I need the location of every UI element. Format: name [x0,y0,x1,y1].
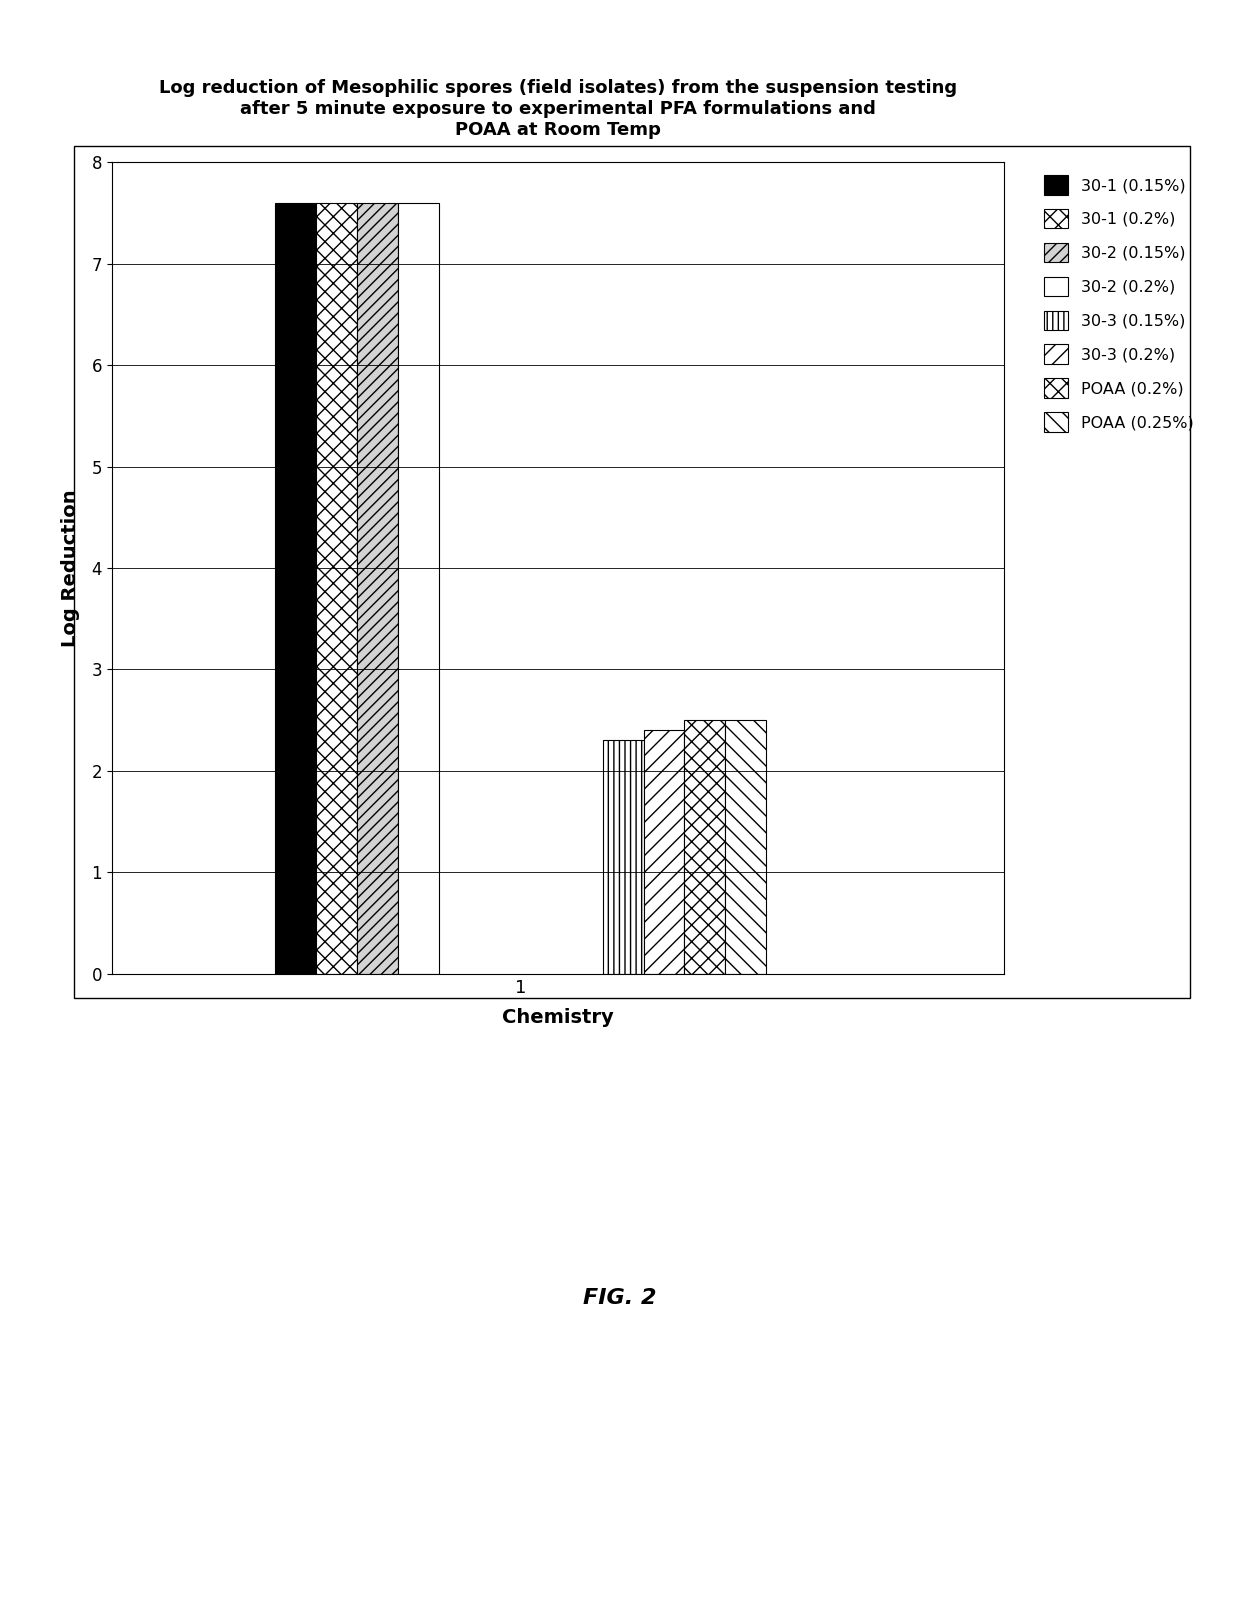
Bar [398,203,439,974]
Title: Log reduction of Mesophilic spores (field isolates) from the suspension testing
: Log reduction of Mesophilic spores (fiel… [159,80,957,138]
Legend: 30-1 (0.15%), 30-1 (0.2%), 30-2 (0.15%), 30-2 (0.2%), 30-3 (0.15%), 30-3 (0.2%),: 30-1 (0.15%), 30-1 (0.2%), 30-2 (0.15%),… [1039,170,1198,437]
Bar [316,203,357,974]
Bar [644,730,684,974]
X-axis label: Chemistry: Chemistry [502,1008,614,1027]
Bar [275,203,316,974]
Bar [725,721,766,974]
Bar [357,203,398,974]
Bar [603,740,644,974]
Y-axis label: Log Reduction: Log Reduction [61,489,81,648]
Bar [684,721,725,974]
Text: FIG. 2: FIG. 2 [583,1289,657,1308]
